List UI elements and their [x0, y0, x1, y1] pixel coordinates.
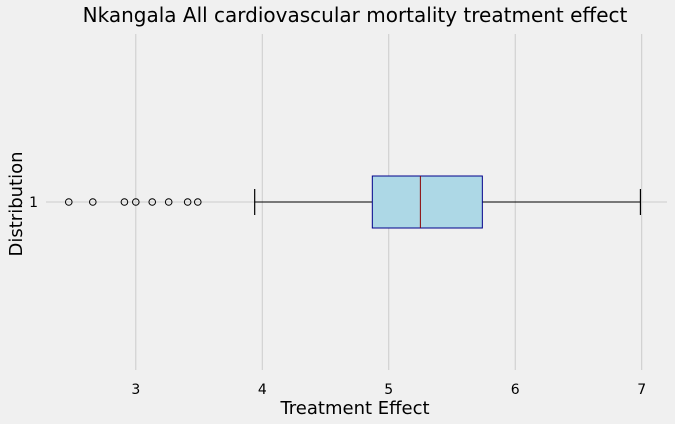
- x-tick-label: 4: [258, 382, 267, 398]
- x-tick-label: 5: [384, 382, 393, 398]
- x-tick-label: 3: [131, 382, 140, 398]
- x-tick-label: 6: [511, 382, 520, 398]
- box-plot: [64, 175, 642, 229]
- iqr-box: [371, 175, 483, 229]
- y-tick-label: 1: [29, 195, 38, 211]
- chart-title: Nkangala All cardiovascular mortality tr…: [83, 3, 628, 27]
- x-tick-label: 7: [637, 382, 646, 398]
- outlier-point: [193, 198, 202, 206]
- y-axis-label: Distribution: [6, 151, 27, 256]
- outlier-point: [64, 198, 73, 206]
- outlier-point: [183, 198, 192, 206]
- outlier-point: [164, 198, 173, 206]
- tick-labels: 3 4 5 6 7 1: [29, 195, 646, 398]
- outlier-point: [120, 198, 129, 206]
- outlier-point: [131, 198, 140, 206]
- outlier-point: [88, 198, 97, 206]
- outlier-point: [148, 198, 157, 206]
- x-axis-label: Treatment Effect: [279, 398, 429, 419]
